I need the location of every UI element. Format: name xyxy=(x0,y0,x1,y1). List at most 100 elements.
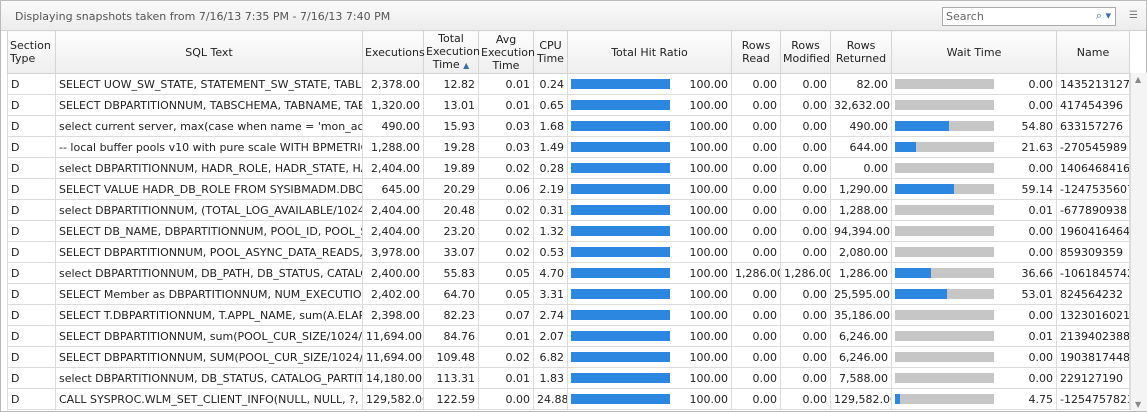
cell-text: 0.02 xyxy=(505,161,531,175)
bar-cell: 4.75 xyxy=(895,393,1053,406)
column-header[interactable]: CPU Time xyxy=(533,30,568,74)
cell-text: 122.59 xyxy=(436,392,476,406)
bar-fill xyxy=(895,121,950,131)
cell-text: 2.19 xyxy=(539,182,565,196)
bar-track xyxy=(895,268,994,278)
table-row[interactable]: D SELECT DBPARTITIONNUM, TABSCHEMA, TABNA… xyxy=(7,94,1130,116)
table-cell: 1960416464 xyxy=(1056,220,1130,242)
column-menu[interactable]: ☰ xyxy=(1129,10,1138,21)
table-row[interactable]: D SELECT DBPARTITIONNUM, SUM(POOL_CUR_SIZ… xyxy=(7,346,1130,368)
header-row: Section Type SQL Text Executions Total Exec… xyxy=(7,30,1130,74)
column-header[interactable]: Rows Modified xyxy=(780,30,831,74)
bar-track xyxy=(895,100,994,110)
table-row[interactable]: D SELECT UOW_SW_STATE, STATEMENT_SW_STATE… xyxy=(7,73,1130,95)
cell-text: 100.00 xyxy=(689,224,729,238)
search-box[interactable]: Search ⌕ ▾ xyxy=(942,7,1116,26)
cell-text: select DBPARTITIONNUM, (TOTAL_LOG_AVAILA… xyxy=(59,203,363,217)
table-cell: 20.48 xyxy=(423,199,479,221)
scroll-down[interactable]: ▼ xyxy=(1135,400,1142,409)
column-header[interactable]: Section Type xyxy=(7,30,56,74)
column-header[interactable]: Total Execution Time ▲ xyxy=(423,30,480,74)
table-cell: 100.00 xyxy=(567,283,732,305)
cell-text: 2.74 xyxy=(539,308,565,322)
bar-track xyxy=(895,205,994,215)
cell-text: 100.00 xyxy=(689,329,729,343)
table-cell: 3,978.00 xyxy=(362,241,424,263)
table-row[interactable]: D SELECT T.DBPARTITIONNUM, T.APPL_NAME, s… xyxy=(7,304,1130,326)
table-row[interactable]: D CALL SYSPROC.WLM_SET_CLIENT_INFO(NULL, … xyxy=(7,388,1130,410)
cell-text: D xyxy=(11,140,20,154)
cell-text: 0.00 xyxy=(752,140,778,154)
cell-text: 0.05 xyxy=(505,287,531,301)
cell-text: 0.00 xyxy=(802,350,828,364)
table-row[interactable]: D SELECT VALUE HADR_DB_ROLE FROM SYSIBMAD… xyxy=(7,178,1130,200)
cell-text: 0.01 xyxy=(1028,329,1054,343)
table-row[interactable]: D SELECT DB_NAME, DBPARTITIONNUM, POOL_ID… xyxy=(7,220,1130,242)
column-header[interactable]: Avg Execution Time xyxy=(478,30,535,74)
table-cell: 0.00 xyxy=(780,94,831,116)
table-cell: 0.00 xyxy=(780,283,831,305)
column-header[interactable]: Rows Returned xyxy=(830,30,892,74)
table-cell: 0.00 xyxy=(891,304,1057,326)
cell-text: 0.02 xyxy=(505,245,531,259)
cell-text: D xyxy=(11,329,20,343)
search-icon[interactable]: ⌕ ▾ xyxy=(1095,9,1111,22)
table-cell: D xyxy=(7,115,56,137)
sort-indicator[interactable]: ▲ xyxy=(463,61,470,70)
table-cell: 100.00 xyxy=(567,346,732,368)
table-cell: D xyxy=(7,94,56,116)
column-header[interactable]: Total Hit Ratio xyxy=(567,30,732,74)
table-cell: 0.31 xyxy=(533,199,568,221)
table-row[interactable]: D SELECT DBPARTITIONNUM, sum(POOL_CUR_SIZ… xyxy=(7,325,1130,347)
table-cell: 2,404.00 xyxy=(362,220,424,242)
cell-text: 14,180.00 xyxy=(366,371,422,385)
cell-text: 1,288.00 xyxy=(371,140,420,154)
column-header[interactable]: Executions xyxy=(362,30,425,74)
bar-cell: 59.14 xyxy=(895,183,1053,196)
scrollbar[interactable]: ▲ ▼ xyxy=(1130,73,1147,411)
table-row[interactable]: D -- local buffer pools v10 with pure sca… xyxy=(7,136,1130,158)
table-row[interactable]: D SELECT Member as DBPARTITIONNUM, NUM_EX… xyxy=(7,283,1130,305)
cell-text: 109.48 xyxy=(436,350,476,364)
column-header[interactable]: Rows Read xyxy=(731,30,781,74)
table-cell: 0.02 xyxy=(478,346,534,368)
bar-fill xyxy=(895,394,900,404)
cell-text: 0.00 xyxy=(802,119,828,133)
column-header[interactable]: Name xyxy=(1056,30,1130,74)
table-cell: 100.00 xyxy=(567,367,732,389)
table-cell: 644.00 xyxy=(830,136,892,158)
column-header-text: Executions xyxy=(365,45,425,59)
column-header[interactable]: Wait Time xyxy=(891,30,1057,74)
cell-text: 1903817448 xyxy=(1060,350,1130,364)
table-cell: 6,246.00 xyxy=(830,346,892,368)
table-row[interactable]: D SELECT DBPARTITIONNUM, POOL_ASYNC_DATA_… xyxy=(7,241,1130,263)
table-cell: 0.00 xyxy=(891,346,1057,368)
table-cell: 129,582.00 xyxy=(830,388,892,410)
cell-text: 0.00 xyxy=(802,308,828,322)
bar-fill xyxy=(571,352,670,362)
cell-text: 11,694.00 xyxy=(366,329,422,343)
cell-text: 19.28 xyxy=(443,140,476,154)
cell-text: 0.02 xyxy=(505,203,531,217)
table-cell: 13.01 xyxy=(423,94,479,116)
table-cell: select current server, max(case when nam… xyxy=(55,115,363,137)
cell-text: 0.00 xyxy=(752,224,778,238)
column-header[interactable]: SQL Text xyxy=(55,30,363,74)
cell-text: 859309359 xyxy=(1060,245,1123,259)
table-cell: 3.31 xyxy=(533,283,568,305)
cell-text: 1.49 xyxy=(539,140,565,154)
table-cell: 633157276 xyxy=(1056,115,1130,137)
column-header-text: CPU Time xyxy=(537,39,564,65)
cell-text: 2.07 xyxy=(539,329,565,343)
scroll-up[interactable]: ▲ xyxy=(1135,75,1142,84)
table-cell: 0.00 xyxy=(731,73,781,95)
table-cell: 1406468416 xyxy=(1056,157,1130,179)
cell-text: 0.00 xyxy=(752,77,778,91)
bar-track xyxy=(895,331,994,341)
